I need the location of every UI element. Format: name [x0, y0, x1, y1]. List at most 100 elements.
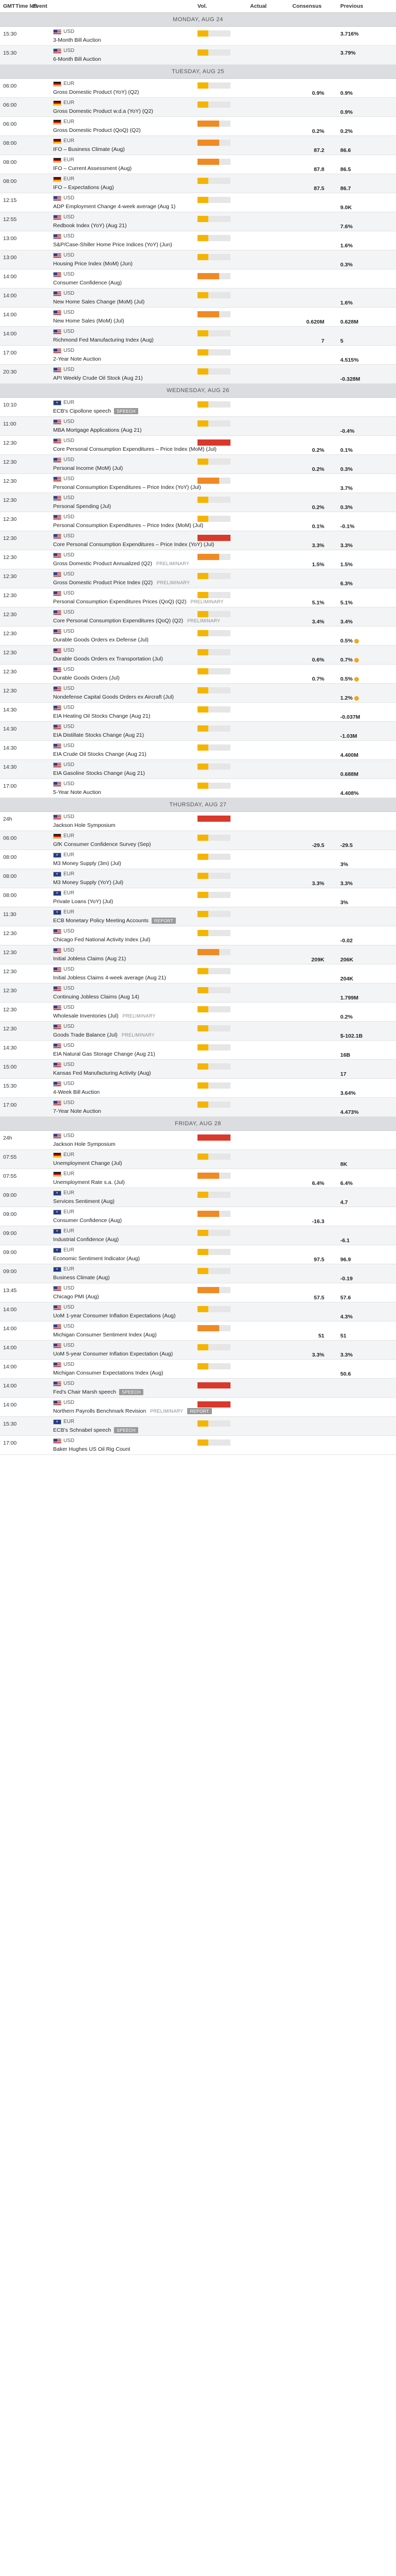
- event-name[interactable]: UoM 5-year Consumer Inflation Expectatio…: [53, 1351, 173, 1357]
- event-name[interactable]: ADP Employment Change 4-week average (Au…: [53, 204, 175, 210]
- table-row[interactable]: 12:30 USD Core Personal Consumption Expend…: [0, 607, 396, 626]
- table-row[interactable]: 12:30 USD Wholesale Inventories (Jul) PRELI…: [0, 1003, 396, 1022]
- table-row[interactable]: 12:30 USD Goods Trade Balance (Jul) PRELIMI…: [0, 1022, 396, 1041]
- event-name[interactable]: Baker Hughes US Oil Rig Count: [53, 1446, 130, 1452]
- event-name[interactable]: Redbook Index (YoY) (Aug 21): [53, 223, 127, 229]
- event-name[interactable]: 6-Month Bill Auction: [53, 56, 101, 62]
- event-name[interactable]: M3 Money Supply (3m) (Jul): [53, 860, 121, 867]
- event-name[interactable]: Personal Consumption Expenditures – Pric…: [53, 484, 201, 490]
- table-row[interactable]: 12:30 USD Durable Goods Orders (Jul) 0.7% 0.…: [0, 665, 396, 684]
- event-name[interactable]: EIA Heating Oil Stocks Change (Aug 21): [53, 713, 151, 719]
- table-row[interactable]: 07:55 EUR Unemployment Change (Jul) 8K: [0, 1150, 396, 1169]
- table-row[interactable]: 12:30 USD Durable Goods Orders ex Defense …: [0, 626, 396, 646]
- table-row[interactable]: 09:00 EUR Industrial Confidence (Aug) -6.1: [0, 1226, 396, 1245]
- event-name[interactable]: 4-Week Bill Auction: [53, 1089, 100, 1095]
- table-row[interactable]: 09:00 EUR Economic Sentiment Indicator (Au…: [0, 1245, 396, 1264]
- table-row[interactable]: 06:00 EUR GfK Consumer Confidence Survey (…: [0, 831, 396, 850]
- event-name[interactable]: EIA Crude Oil Stocks Change (Aug 21): [53, 751, 146, 757]
- event-name[interactable]: New Home Sales (MoM) (Jul): [53, 318, 124, 324]
- event-name[interactable]: Personal Consumption Expenditures – Pric…: [53, 522, 203, 529]
- event-name[interactable]: Gross Domestic Product Annualized (Q2) PR…: [53, 561, 190, 567]
- event-name[interactable]: Personal Spending (Jul): [53, 503, 111, 510]
- table-row[interactable]: 24h USD Jackson Hole Symposium: [0, 812, 396, 831]
- table-row[interactable]: 20:30 USD API Weekly Crude Oil Stock (Aug …: [0, 365, 396, 384]
- table-row[interactable]: 12:55 USD Redbook Index (YoY) (Aug 21) 7.6%: [0, 212, 396, 231]
- table-row[interactable]: 15:30 USD 6-Month Bill Auction 3.79%: [0, 46, 396, 65]
- table-row[interactable]: 08:00 EUR M3 Money Supply (3m) (Jul) 3%: [0, 850, 396, 869]
- event-name[interactable]: Northern Payrolls Benchmark Revision PREL…: [53, 1408, 212, 1415]
- event-name[interactable]: Consumer Confidence (Aug): [53, 1217, 122, 1224]
- event-name[interactable]: EIA Distillate Stocks Change (Aug 21): [53, 732, 144, 738]
- table-row[interactable]: 13:45 USD Chicago PMI (Aug) 57.5 57.6: [0, 1283, 396, 1302]
- event-name[interactable]: Initial Jobless Claims 4-week average (A…: [53, 975, 166, 981]
- event-name[interactable]: M3 Money Supply (YoY) (Jul): [53, 879, 123, 886]
- event-name[interactable]: Initial Jobless Claims (Aug 21): [53, 956, 126, 962]
- event-name[interactable]: Kansas Fed Manufacturing Activity (Aug): [53, 1070, 151, 1076]
- table-row[interactable]: 14:30 USD EIA Distillate Stocks Change (Au…: [0, 722, 396, 741]
- table-row[interactable]: 08:00 EUR IFO – Expectations (Aug) 87.5 86.7: [0, 174, 396, 193]
- event-name[interactable]: Housing Price Index (MoM) (Jun): [53, 261, 133, 267]
- event-name[interactable]: IFO – Expectations (Aug): [53, 184, 114, 191]
- table-row[interactable]: 14:30 USD EIA Heating Oil Stocks Change (A…: [0, 703, 396, 722]
- event-name[interactable]: Economic Sentiment Indicator (Aug): [53, 1256, 140, 1262]
- event-name[interactable]: Chicago PMI (Aug): [53, 1294, 99, 1300]
- event-name[interactable]: EIA Gasoline Stocks Change (Aug 21): [53, 770, 145, 776]
- event-name[interactable]: Industrial Confidence (Aug): [53, 1236, 119, 1243]
- event-name[interactable]: Durable Goods Orders (Jul): [53, 675, 120, 681]
- table-row[interactable]: 14:00 USD UoM 5-year Consumer Inflation Ex…: [0, 1341, 396, 1360]
- table-row[interactable]: 08:00 EUR IFO – Business Climate (Aug) 87.2…: [0, 136, 396, 155]
- table-row[interactable]: 06:00 EUR Gross Domestic Product (YoY) (Q2…: [0, 79, 396, 98]
- table-row[interactable]: 12:30 USD Continuing Jobless Claims (Aug 1…: [0, 984, 396, 1003]
- table-row[interactable]: 17:00 USD 2-Year Note Auction 4.515%: [0, 346, 396, 365]
- event-name[interactable]: Unemployment Rate s.a. (Jul): [53, 1179, 125, 1185]
- event-name[interactable]: Nondefense Capital Goods Orders ex Aircr…: [53, 694, 174, 700]
- event-name[interactable]: ECB's Schnabel speech SPEECH: [53, 1427, 139, 1434]
- table-row[interactable]: 15:30 USD 3-Month Bill Auction 3.716%: [0, 27, 396, 46]
- event-name[interactable]: Chicago Fed National Activity Index (Jul…: [53, 937, 151, 943]
- table-row[interactable]: 12:30 USD Nondefense Capital Goods Orders …: [0, 684, 396, 703]
- table-row[interactable]: 13:00 USD Housing Price Index (MoM) (Jun) 0…: [0, 250, 396, 269]
- table-row[interactable]: 14:30 USD EIA Gasoline Stocks Change (Aug …: [0, 760, 396, 779]
- event-name[interactable]: IFO – Business Climate (Aug): [53, 146, 125, 152]
- event-name[interactable]: 2-Year Note Auction: [53, 356, 101, 362]
- table-row[interactable]: 14:00 USD New Home Sales (MoM) (Jul) 0.620M…: [0, 308, 396, 327]
- event-name[interactable]: Core Personal Consumption Expenditures –…: [53, 446, 217, 452]
- table-row[interactable]: 08:00 EUR M3 Money Supply (YoY) (Jul) 3.3% 3…: [0, 869, 396, 888]
- table-row[interactable]: 08:00 EUR Private Loans (YoY) (Jul) 3%: [0, 888, 396, 907]
- table-row[interactable]: 17:00 USD 7-Year Note Auction 4.473%: [0, 1098, 396, 1117]
- table-row[interactable]: 09:00 EUR Business Climate (Aug) -0.19: [0, 1264, 396, 1283]
- event-name[interactable]: 5-Year Note Auction: [53, 789, 101, 795]
- table-row[interactable]: 12:30 USD Core Personal Consumption Expend…: [0, 436, 396, 455]
- table-row[interactable]: 12:30 USD Gross Domestic Product Price Ind…: [0, 569, 396, 588]
- event-name[interactable]: 7-Year Note Auction: [53, 1108, 101, 1114]
- table-row[interactable]: 24h USD Jackson Hole Symposium: [0, 1131, 396, 1150]
- table-row[interactable]: 07:55 EUR Unemployment Rate s.a. (Jul) 6.4%…: [0, 1169, 396, 1188]
- event-name[interactable]: API Weekly Crude Oil Stock (Aug 21): [53, 375, 143, 381]
- event-name[interactable]: Gross Domestic Product w.d.a (YoY) (Q2): [53, 108, 153, 114]
- table-row[interactable]: 14:30 USD EIA Natural Gas Storage Change (…: [0, 1041, 396, 1060]
- table-row[interactable]: 12:15 USD ADP Employment Change 4-week ave…: [0, 193, 396, 212]
- event-name[interactable]: MBA Mortgage Applications (Aug 21): [53, 427, 142, 433]
- table-row[interactable]: 12:30 USD Initial Jobless Claims 4-week av…: [0, 964, 396, 984]
- table-row[interactable]: 12:30 USD Durable Goods Orders ex Transpor…: [0, 646, 396, 665]
- table-row[interactable]: 06:00 EUR Gross Domestic Product w.d.a (Yo…: [0, 98, 396, 117]
- table-row[interactable]: 06:00 EUR Gross Domestic Product (QoQ) (Q2…: [0, 117, 396, 136]
- table-row[interactable]: 12:30 USD Gross Domestic Product Annualize…: [0, 550, 396, 569]
- table-row[interactable]: 12:30 USD Core Personal Consumption Expend…: [0, 531, 396, 550]
- event-name[interactable]: Gross Domestic Product (YoY) (Q2): [53, 89, 139, 95]
- event-name[interactable]: Personal Income (MoM) (Jul): [53, 465, 123, 471]
- table-row[interactable]: 14:00 USD Michigan Consumer Expectations I…: [0, 1360, 396, 1379]
- table-row[interactable]: 12:30 USD Chicago Fed National Activity In…: [0, 926, 396, 945]
- event-name[interactable]: Michigan Consumer Expectations Index (Au…: [53, 1370, 163, 1376]
- event-name[interactable]: 3-Month Bill Auction: [53, 37, 101, 43]
- table-row[interactable]: 12:30 USD Personal Consumption Expenditure…: [0, 512, 396, 531]
- event-name[interactable]: Michigan Consumer Sentiment Index (Aug): [53, 1332, 157, 1338]
- event-name[interactable]: Richmond Fed Manufacturing Index (Aug): [53, 337, 154, 343]
- event-name[interactable]: Continuing Jobless Claims (Aug 14): [53, 994, 139, 1000]
- table-row[interactable]: 15:00 USD Kansas Fed Manufacturing Activit…: [0, 1060, 396, 1079]
- table-row[interactable]: 09:00 EUR Services Sentiment (Aug) 4.7: [0, 1188, 396, 1207]
- event-name[interactable]: Jackson Hole Symposium: [53, 1141, 116, 1147]
- event-name[interactable]: Private Loans (YoY) (Jul): [53, 899, 113, 905]
- event-name[interactable]: New Home Sales Change (MoM) (Jul): [53, 299, 144, 305]
